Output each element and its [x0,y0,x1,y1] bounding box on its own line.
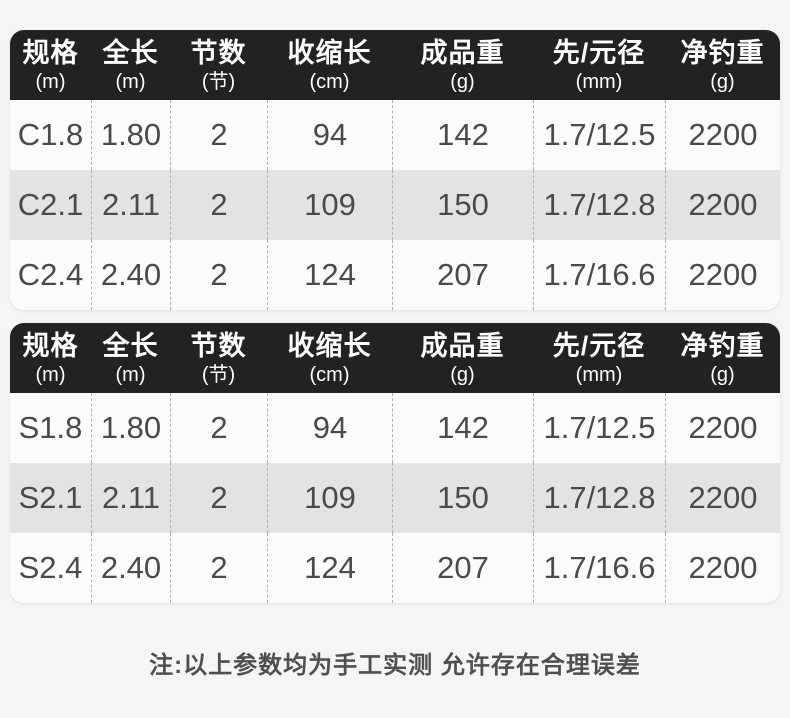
header-label: 规格 [22,331,79,361]
table-cell: C2.4 [17,257,84,292]
table-cell: 1.7/12.8 [533,463,665,533]
table-cell: 2200 [665,170,780,240]
table-cell: 150 [392,170,533,240]
header-label: 收缩长 [287,331,372,361]
table-row: C2.4 2.40 2 124 207 1.7/16.6 2200 [10,240,780,310]
header-label: 规格 [22,38,79,68]
header-unit: (g) [710,71,735,93]
header-cell: 收缩长 (cm) [267,323,392,393]
table-header-row: 规格 (m) 全长 (m) 节数 (节) 收缩长 (cm) 成品重 (g) 先/元径 (mm) 净钓重 (… [10,323,780,393]
table-cell: 94 [267,393,392,463]
header-label: 收缩长 [287,38,372,68]
table-cell: 2 [170,393,267,463]
header-label: 成品重 [420,38,505,68]
table-cell: 2 [170,240,267,310]
table-row: S2.4 2.40 2 124 207 1.7/16.6 2200 [10,533,780,603]
header-unit: (m) [115,71,146,93]
header-cell: 全长 (m) [91,30,170,100]
header-cell: 成品重 (g) [392,323,533,393]
header-label: 先/元径 [552,38,646,68]
table-cell: 1.7/16.6 [533,533,665,603]
table-cell: 2 [170,463,267,533]
table-cell: 142 [392,100,533,170]
table-cell: 1.7/16.6 [533,240,665,310]
table-cell: 2200 [665,463,780,533]
table-cell: C1.8 [17,117,84,152]
table-cell: 2.40 [91,533,170,603]
table-header-row: 规格 (m) 全长 (m) 节数 (节) 收缩长 (cm) 成品重 (g) 先/元径 (mm) 净钓重 (… [10,30,780,100]
header-unit: (m) [35,364,66,386]
header-unit: (g) [450,71,475,93]
table-cell: 94 [267,100,392,170]
table-cell: 124 [267,240,392,310]
header-label: 全长 [102,38,159,68]
header-cell: 净钓重 (g) [665,323,780,393]
table-cell: 1.7/12.5 [533,393,665,463]
header-unit: (节) [201,71,236,93]
header-cell: 收缩长 (cm) [267,30,392,100]
header-label: 净钓重 [680,38,765,68]
spec-table-c-series: 规格 (m) 全长 (m) 节数 (节) 收缩长 (cm) 成品重 (g) 先/元径 (mm) 净钓重 (… [10,30,780,310]
table-cell: 1.7/12.5 [533,100,665,170]
header-unit: (g) [710,364,735,386]
table-row: S2.1 2.11 2 109 150 1.7/12.8 2200 [10,463,780,533]
table-cell: 2200 [665,393,780,463]
table-cell: 2.40 [91,240,170,310]
header-cell: 净钓重 (g) [665,30,780,100]
table-cell: 2.11 [91,463,170,533]
table-cell: 207 [392,533,533,603]
table-cell: 1.80 [91,100,170,170]
table-cell: 1.80 [91,393,170,463]
table-cell: 2200 [665,240,780,310]
header-unit: (节) [201,364,236,386]
table-cell: 150 [392,463,533,533]
table-row: C1.8 1.80 2 94 142 1.7/12.5 2200 [10,100,780,170]
header-cell: 全长 (m) [91,323,170,393]
table-cell: 1.7/12.8 [533,170,665,240]
header-label: 成品重 [420,331,505,361]
table-cell: 124 [267,533,392,603]
table-cell: S1.8 [18,410,83,445]
table-cell: S2.1 [18,480,83,515]
table-cell: S2.4 [18,550,83,585]
header-cell: 规格 (m) [10,30,91,100]
header-cell: 节数 (节) [170,323,267,393]
header-cell: 先/元径 (mm) [533,323,665,393]
header-unit: (m) [115,364,146,386]
table-cell: 142 [392,393,533,463]
header-unit: (mm) [575,71,623,93]
spec-table-s-series: 规格 (m) 全长 (m) 节数 (节) 收缩长 (cm) 成品重 (g) 先/元径 (mm) 净钓重 (… [10,323,780,603]
header-unit: (g) [450,364,475,386]
header-label: 先/元径 [552,331,646,361]
header-label: 全长 [102,331,159,361]
header-unit: (m) [35,71,66,93]
table-cell: 109 [267,170,392,240]
header-unit: (cm) [309,364,350,386]
header-label: 节数 [190,38,247,68]
table-cell: 2 [170,100,267,170]
table-row: S1.8 1.80 2 94 142 1.7/12.5 2200 [10,393,780,463]
header-cell: 规格 (m) [10,323,91,393]
table-cell: 2 [170,170,267,240]
header-unit: (mm) [575,364,623,386]
header-label: 净钓重 [680,331,765,361]
table-row: C2.1 2.11 2 109 150 1.7/12.8 2200 [10,170,780,240]
table-cell: 207 [392,240,533,310]
table-cell: 2 [170,533,267,603]
header-unit: (cm) [309,71,350,93]
table-cell: 2200 [665,100,780,170]
table-cell: C2.1 [17,187,84,222]
header-cell: 先/元径 (mm) [533,30,665,100]
table-cell: 2.11 [91,170,170,240]
table-cell: 109 [267,463,392,533]
table-cell: 2200 [665,533,780,603]
header-label: 节数 [190,331,247,361]
header-cell: 节数 (节) [170,30,267,100]
footnote: 注:以上参数均为手工实测 允许存在合理误差 [149,652,641,679]
header-cell: 成品重 (g) [392,30,533,100]
